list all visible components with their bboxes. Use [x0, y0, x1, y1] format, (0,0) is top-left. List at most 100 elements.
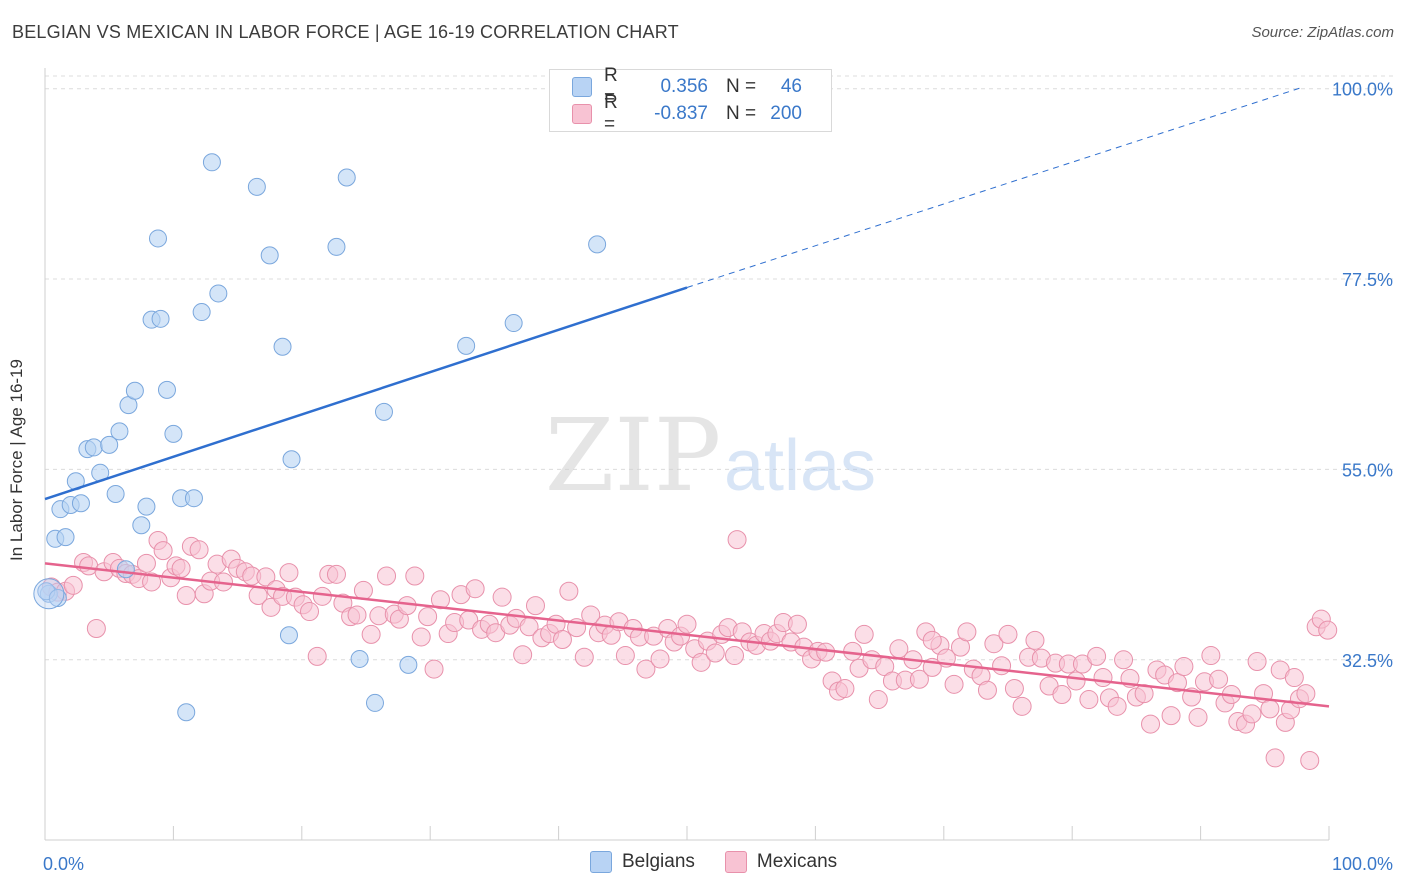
mexican-point [430, 590, 450, 610]
mexican-point [418, 607, 438, 627]
mexican-point [142, 572, 162, 592]
mexican-point [256, 567, 276, 587]
belgian-point [202, 153, 221, 172]
mexican-point [1167, 673, 1187, 693]
belgian-point [588, 235, 607, 254]
mexican-point [854, 624, 874, 644]
belgian-point [106, 484, 125, 503]
belgians-legend-label: Belgians [622, 851, 695, 872]
legend-n-label: N = [726, 103, 757, 124]
mexican-point [636, 659, 656, 679]
mexican-point [727, 530, 747, 550]
mexican-point [397, 596, 417, 616]
belgian-point [399, 655, 418, 674]
mexican-point [705, 643, 725, 663]
mexican-point [136, 553, 156, 573]
mexican-point [650, 649, 670, 669]
belgian-point [125, 381, 144, 400]
source-credit: Source: ZipAtlas.com [1251, 24, 1394, 41]
legend-r-label: R = [604, 65, 618, 108]
mexican-point [300, 602, 320, 622]
mexican-point [944, 674, 964, 694]
mexican-point [1188, 707, 1208, 727]
belgian-point [279, 626, 298, 645]
mexican-point [691, 652, 711, 672]
mexican-point [1318, 620, 1338, 640]
legend-n-label: N = [726, 76, 757, 97]
trend-lines [44, 86, 1330, 708]
belgian-point [192, 303, 211, 322]
belgian-point [157, 380, 176, 399]
mexican-point [1066, 671, 1086, 691]
mexicans-legend-label: Mexicans [756, 851, 838, 872]
mexicans-points [41, 530, 1338, 770]
belgian-point [209, 284, 228, 303]
belgian-point [177, 703, 196, 722]
belgian-point [48, 589, 67, 608]
mexican-point [1300, 750, 1320, 770]
mexican-point [1284, 668, 1304, 688]
mexican-point [405, 566, 425, 586]
mexican-point [326, 564, 346, 584]
belgian-point [71, 494, 90, 513]
mexican-point [176, 585, 196, 605]
mexican-point [1107, 696, 1127, 716]
belgian-point [504, 314, 523, 333]
mexican-point [1114, 650, 1134, 670]
mexican-point [1141, 714, 1161, 734]
x-tick-label-max: 100.0% [1332, 854, 1393, 874]
belgian-point [164, 424, 183, 443]
mexican-point [411, 627, 431, 647]
mexican-point [835, 679, 855, 699]
mexican-point [615, 646, 635, 666]
belgians-points [33, 77, 700, 722]
mexican-point [465, 579, 485, 599]
mexican-point [347, 605, 367, 625]
mexican-point [984, 634, 1004, 654]
legend-r-value: 0.356 [660, 76, 708, 97]
belgian-point [350, 649, 369, 668]
mexican-point [574, 647, 594, 667]
mexican-point [1201, 646, 1221, 666]
belgian-point [457, 336, 476, 355]
belgian-point [116, 560, 135, 579]
y-tick-label: 55.0% [1342, 460, 1393, 480]
stats-legend: R = 0.356 N = 46 R = -0.837 N = 200 [549, 65, 832, 135]
mexican-point [1209, 669, 1229, 689]
mexicans-trend-line [44, 562, 1330, 708]
legend-item-belgians[interactable]: Belgians [590, 851, 695, 873]
mexican-point [1174, 657, 1194, 677]
y-axis-label: In Labor Force | Age 16-19 [7, 359, 26, 561]
mexican-point [492, 587, 512, 607]
belgian-point [282, 450, 301, 469]
belgian-point [110, 422, 129, 441]
mexican-point [1012, 696, 1032, 716]
mexican-point [552, 629, 572, 649]
y-tick-label: 77.5% [1342, 270, 1393, 290]
legend-r-value: -0.837 [654, 103, 708, 124]
belgian-point [337, 168, 356, 187]
mexicans-swatch [572, 104, 592, 124]
mexican-point [513, 645, 533, 665]
chart-title: BELGIAN VS MEXICAN IN LABOR FORCE | AGE … [12, 22, 679, 42]
mexican-point [559, 581, 579, 601]
mexican-point [361, 624, 381, 644]
watermark-zip: ZIP [545, 397, 721, 514]
mexican-point [1004, 679, 1024, 699]
belgian-point [374, 402, 393, 421]
belgian-point [151, 309, 170, 328]
mexican-point [525, 596, 545, 616]
mexican-point [307, 646, 327, 666]
mexican-point [312, 586, 332, 606]
belgian-point [148, 229, 167, 248]
belgians-legend-swatch [590, 851, 612, 873]
mexican-point [1052, 684, 1072, 704]
belgian-point [100, 435, 119, 454]
belgian-point [273, 337, 292, 356]
belgian-point [247, 177, 266, 196]
legend-item-mexicans[interactable]: Mexicans [724, 851, 838, 873]
belgian-point [132, 516, 151, 535]
mexican-point [1265, 748, 1285, 768]
mexican-point [922, 630, 942, 650]
mexican-point [1093, 668, 1113, 688]
